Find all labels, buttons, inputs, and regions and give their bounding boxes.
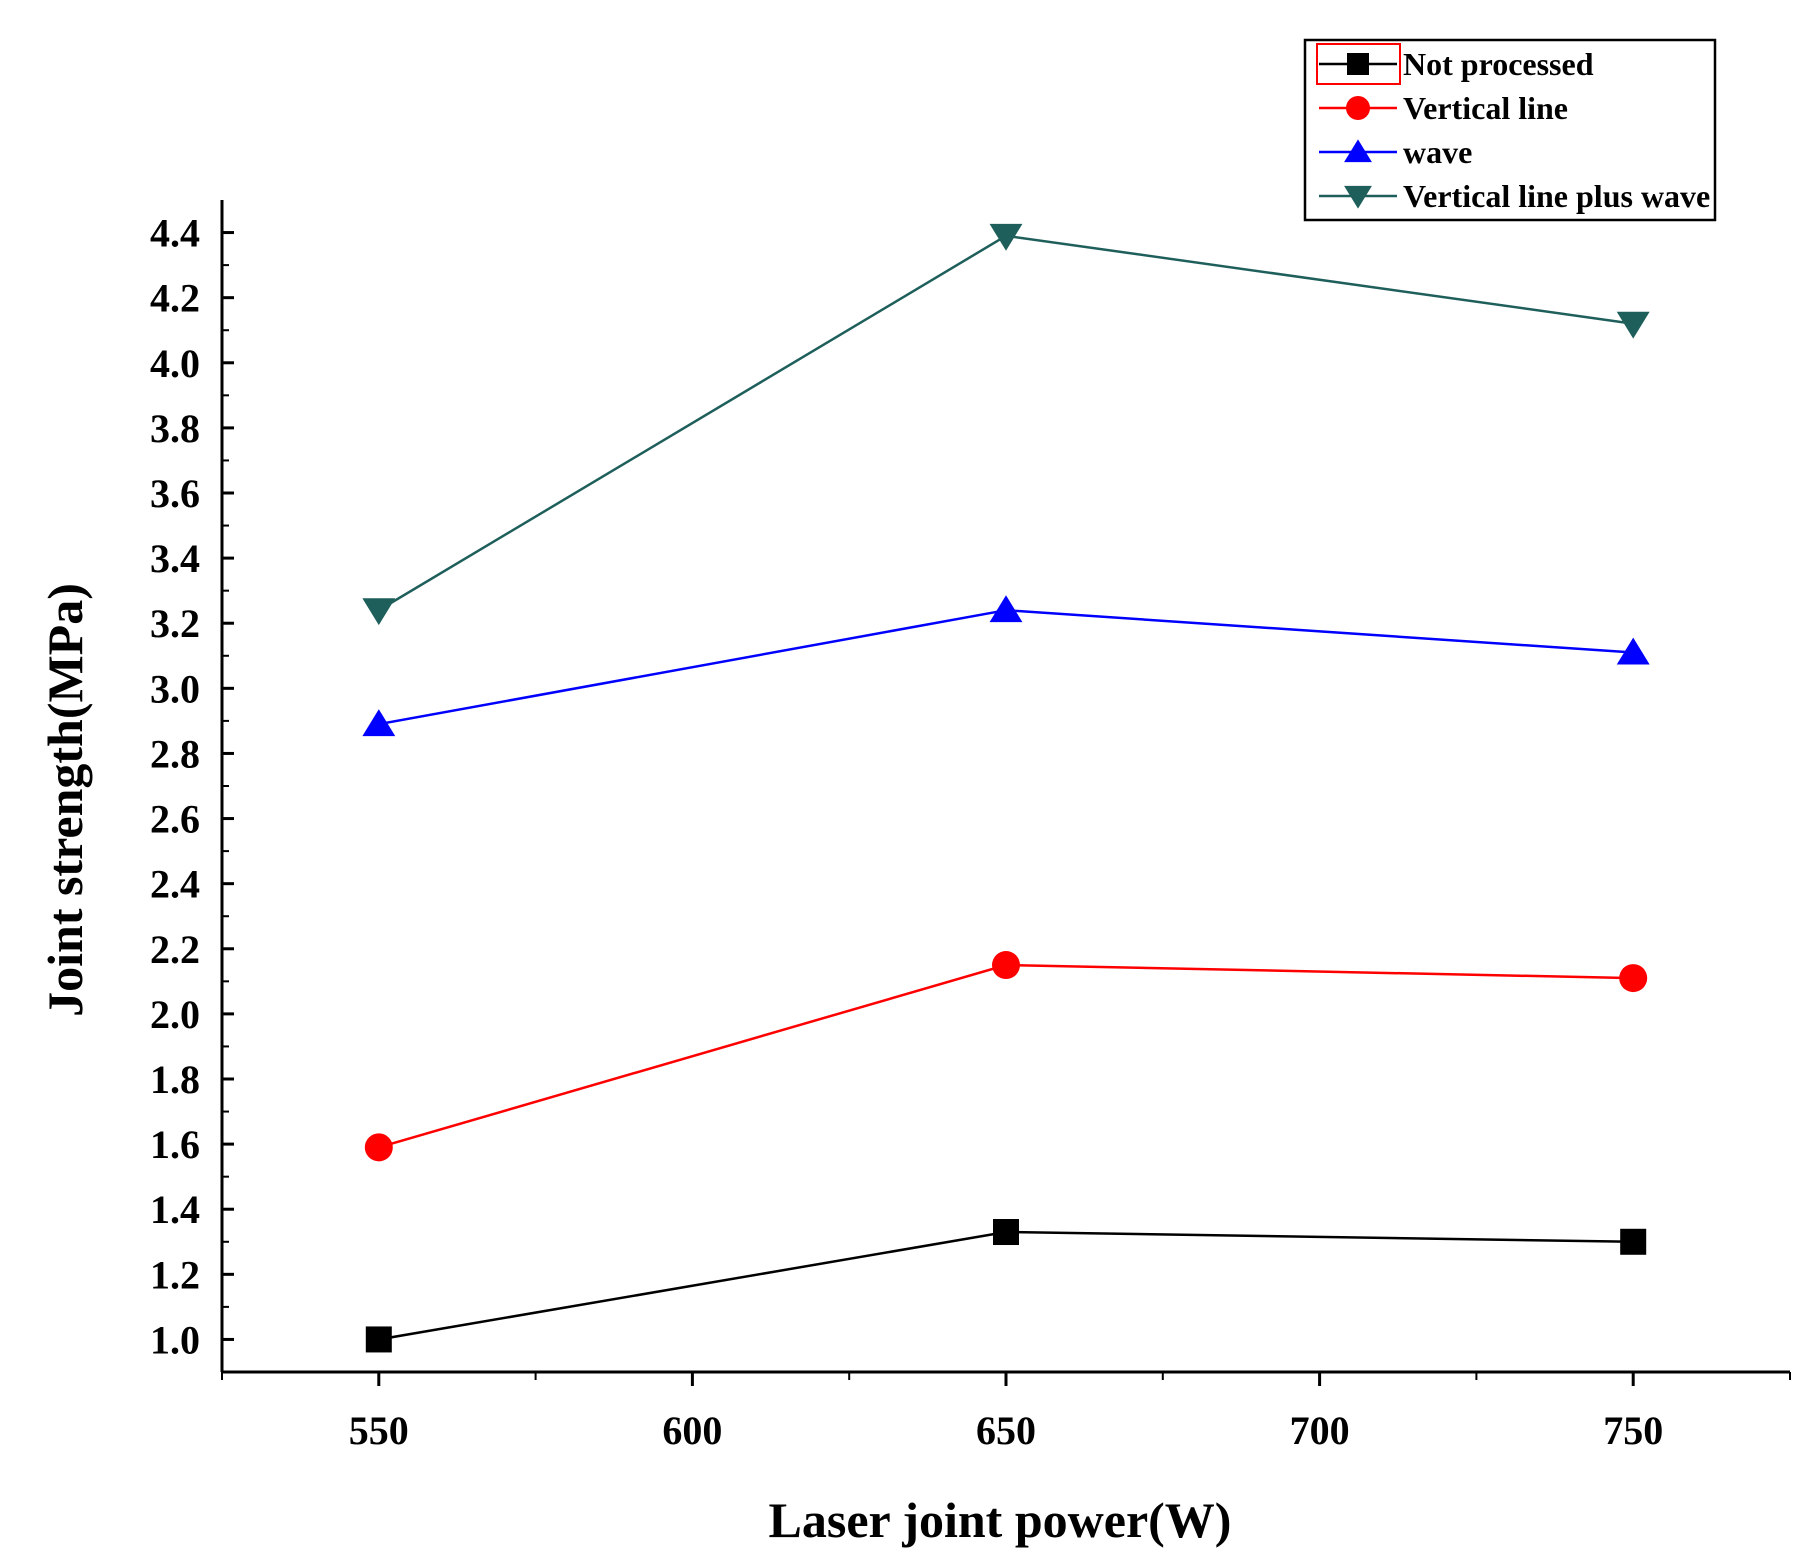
series-layer	[362, 223, 1650, 1353]
axes: 1.0 1.2 1.4 1.6 1.8 2.0 2.2 2.4 2.6 2.8 3.0 3.2 3.4 3…	[150, 200, 1791, 1453]
series-line	[378, 1230, 1634, 1341]
y-tick-label: 3.6	[150, 471, 200, 516]
y-tick-label: 3.8	[150, 406, 200, 451]
y-tick-label: 3.0	[150, 666, 200, 711]
legend-marker	[1344, 185, 1372, 209]
y-tick-label: 1.8	[150, 1057, 200, 1102]
y-tick-label: 1.2	[150, 1252, 200, 1297]
series-line	[378, 963, 1634, 1149]
x-tick-label: 650	[976, 1408, 1036, 1453]
series-not-processed	[365, 1219, 1647, 1353]
x-axis-title: Laser joint power(W)	[769, 1492, 1232, 1548]
y-tick-label: 1.6	[150, 1122, 200, 1167]
data-point	[362, 598, 396, 626]
legend-box	[1303, 38, 1717, 222]
series-vertical-line-plus-wave	[362, 223, 1650, 626]
legend-marker	[1344, 139, 1372, 163]
x-tick-label: 700	[1290, 1408, 1350, 1453]
legend-item: Not processed	[1319, 46, 1594, 82]
y-tick-label: 2.6	[150, 797, 200, 842]
y-tick-label: 2.0	[150, 992, 200, 1037]
data-point	[989, 595, 1023, 623]
data-point	[365, 1326, 392, 1353]
y-tick-label: 2.2	[150, 927, 200, 972]
y-tick-label: 3.2	[150, 601, 200, 646]
legend-label: Vertical line	[1403, 90, 1568, 126]
legend: Not processed Vertical line wave Vertical l…	[1303, 38, 1717, 222]
data-point	[992, 951, 1020, 980]
y-tick-label: 2.4	[150, 862, 200, 907]
legend-highlight	[1316, 43, 1401, 85]
legend-label: wave	[1403, 134, 1472, 170]
x-tick-label: 750	[1603, 1408, 1663, 1453]
y-tick-label: 1.4	[150, 1187, 200, 1232]
data-point	[364, 1133, 393, 1162]
series-line	[378, 234, 1634, 612]
legend-marker	[1346, 96, 1370, 120]
legend-label: Not processed	[1403, 46, 1594, 82]
data-point	[1619, 964, 1648, 993]
y-tick-label: 2.8	[150, 731, 200, 776]
legend-item: Vertical line	[1319, 90, 1568, 126]
x-tick-label: 600	[662, 1408, 722, 1453]
data-point	[1620, 1228, 1647, 1255]
data-point	[362, 709, 396, 737]
series-wave	[362, 595, 1650, 737]
legend-item: Vertical line plus wave	[1319, 178, 1710, 214]
legend-label: Vertical line plus wave	[1403, 178, 1710, 214]
series-vertical-line	[364, 951, 1648, 1162]
y-tick-label: 4.0	[150, 341, 200, 386]
data-point	[993, 1219, 1019, 1246]
y-axis-title: Joint strength(MPa)	[37, 583, 93, 1017]
y-tick-label: 3.4	[150, 536, 200, 581]
x-tick-label: 550	[349, 1408, 409, 1453]
data-point	[1616, 637, 1650, 665]
legend-item: wave	[1319, 134, 1472, 170]
data-point	[989, 223, 1023, 251]
series-line	[378, 608, 1634, 726]
y-tick-label: 4.2	[150, 276, 200, 321]
data-point	[1616, 311, 1650, 339]
y-tick-label: 1.0	[150, 1317, 200, 1362]
legend-marker	[1347, 53, 1369, 75]
y-tick-label: 4.4	[150, 211, 200, 256]
